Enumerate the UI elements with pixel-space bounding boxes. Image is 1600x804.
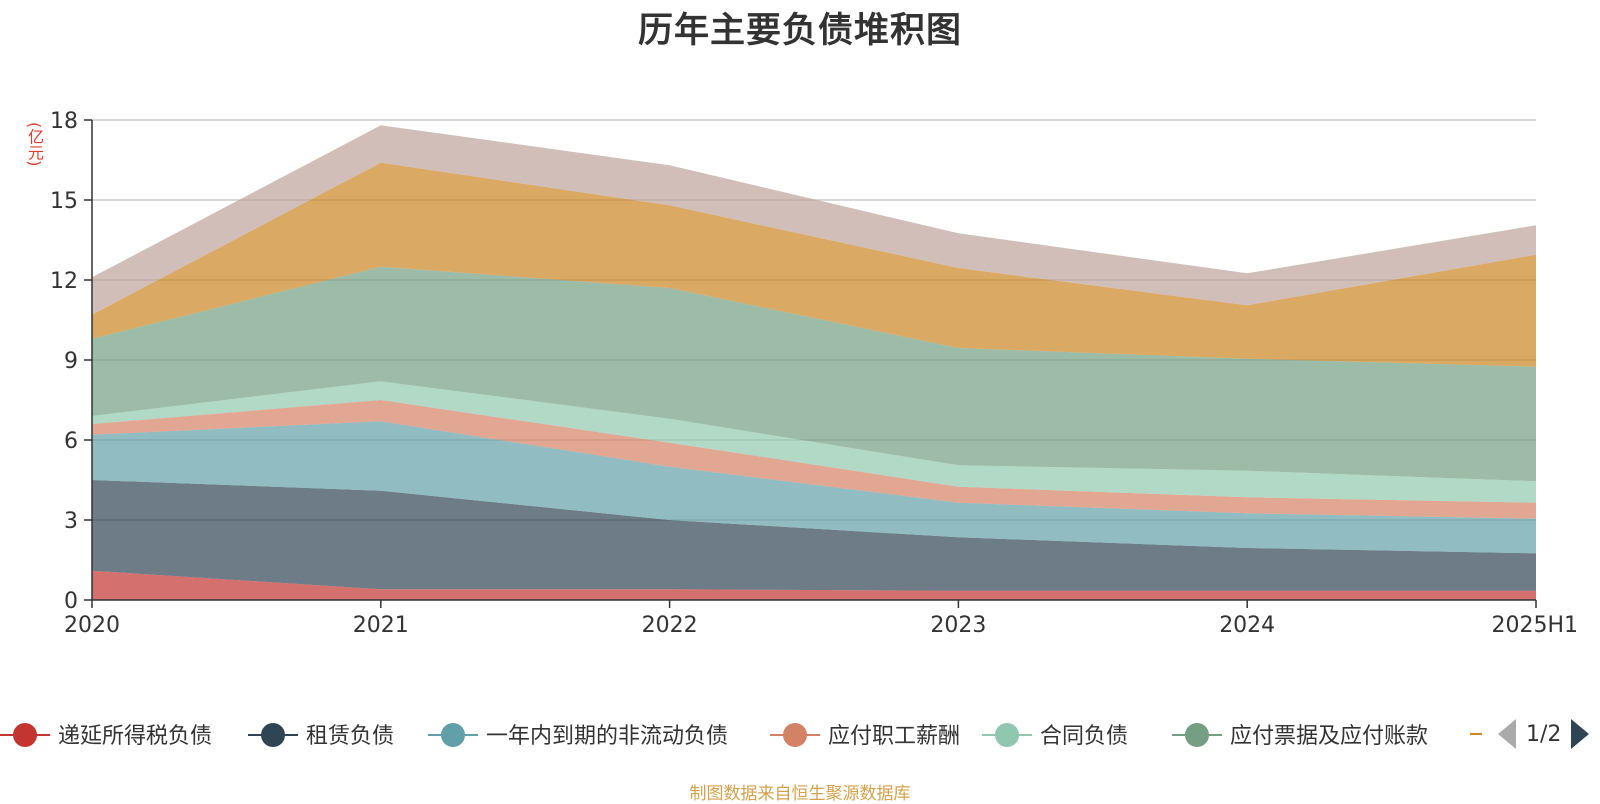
- legend-item[interactable]: 递延所得税负债: [0, 714, 212, 754]
- legend-marker-icon: [770, 714, 820, 754]
- y-tick-label: 18: [50, 109, 78, 134]
- legend-marker-icon: [982, 714, 1032, 754]
- legend-item-label: 应付票据及应付账款: [1230, 724, 1429, 749]
- legend-prev-page-icon[interactable]: [1498, 719, 1516, 749]
- legend-marker-icon: [0, 714, 50, 754]
- legend-item[interactable]: 合同负债: [982, 714, 1128, 754]
- legend-item-label: 合同负债: [1040, 724, 1129, 749]
- x-tick-label: 2025H1: [1491, 613, 1578, 638]
- x-tick-label: 2021: [353, 613, 409, 638]
- legend-item[interactable]: 应付职工薪酬: [770, 714, 960, 754]
- x-tick-label: 2023: [930, 613, 986, 638]
- area-series-2: [92, 480, 1536, 591]
- y-tick-label: 15: [50, 189, 78, 214]
- area-series: [92, 125, 1536, 600]
- legend-item-label: 租赁负债: [306, 724, 395, 749]
- x-tick-label: 2020: [64, 613, 120, 638]
- area-series-7: [92, 162, 1536, 367]
- y-tick-label: 3: [64, 509, 78, 534]
- source-note: 制图数据来自恒生聚源数据库: [689, 784, 911, 804]
- x-tick-label: 2024: [1219, 613, 1275, 638]
- area-series-8: [92, 125, 1536, 315]
- legend-marker-icon: [428, 714, 478, 754]
- legend-pager: 1/2: [1498, 714, 1590, 754]
- legend-next-page-icon[interactable]: [1571, 719, 1590, 749]
- area-series-6: [92, 266, 1536, 482]
- axes: 0 3 6 9 12 15 18 2020 2021 2022 2023 2024 2025H1: [50, 109, 1578, 638]
- legend-item-label: 一年内到期的非流动负债: [486, 724, 729, 749]
- legend: 递延所得税负债 租赁负债 一年内到期的非流动负债 应付职工薪酬 合同负债 应付票据及应付账…: [0, 714, 1600, 754]
- x-tick-label: 2022: [642, 613, 698, 638]
- y-tick-label: 9: [64, 349, 78, 374]
- legend-item[interactable]: 应付票据及应付账款: [1172, 714, 1428, 754]
- legend-marker-icon: [1470, 733, 1482, 735]
- legend-item[interactable]: 一年内到期的非流动负债: [428, 714, 728, 754]
- y-tick-label: 0: [64, 589, 78, 614]
- legend-marker-icon: [1172, 714, 1222, 754]
- y-axis-unit-label: (亿元): [25, 122, 44, 167]
- legend-marker-icon: [248, 714, 298, 754]
- y-tick-label: 12: [50, 269, 78, 294]
- area-series-3: [92, 421, 1536, 554]
- legend-item-label: 递延所得税负债: [58, 724, 213, 749]
- legend-page-indicator: 1/2: [1526, 721, 1562, 747]
- legend-item[interactable]: 租赁负债: [248, 714, 394, 754]
- y-tick-label: 6: [64, 429, 78, 454]
- area-series-4: [92, 400, 1536, 519]
- area-series-1: [92, 570, 1536, 600]
- legend-item-label: 应付职工薪酬: [828, 724, 961, 749]
- chart-title: 历年主要负债堆积图: [637, 11, 962, 51]
